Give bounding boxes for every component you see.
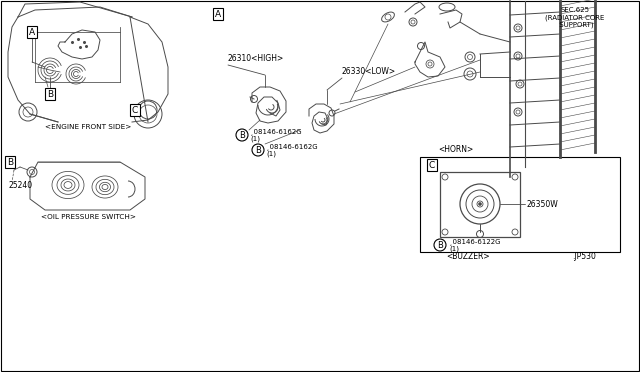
- Text: .JP530: .JP530: [572, 252, 596, 261]
- Text: ¸08146-6162G
(1): ¸08146-6162G (1): [250, 128, 301, 142]
- Text: ¸08146-6122G
(1): ¸08146-6122G (1): [449, 238, 500, 252]
- Text: C: C: [132, 106, 138, 115]
- Text: B: B: [7, 157, 13, 167]
- Text: 26310<HIGH>: 26310<HIGH>: [228, 54, 284, 63]
- Text: B: B: [437, 241, 443, 250]
- Text: <HORN>: <HORN>: [438, 145, 473, 154]
- Text: A: A: [215, 10, 221, 19]
- Text: ¸08146-6162G
(1): ¸08146-6162G (1): [266, 143, 317, 157]
- Text: B: B: [47, 90, 53, 99]
- Text: A: A: [29, 28, 35, 36]
- Text: C: C: [429, 160, 435, 170]
- Text: <ENGINE FRONT SIDE>: <ENGINE FRONT SIDE>: [45, 124, 131, 130]
- Text: 26330<LOW>: 26330<LOW>: [342, 67, 396, 76]
- Text: <BUZZER>: <BUZZER>: [446, 252, 490, 261]
- Bar: [440, 172, 520, 237]
- Text: 26350W: 26350W: [527, 199, 559, 208]
- Text: B: B: [239, 131, 245, 140]
- Circle shape: [479, 202, 481, 205]
- Bar: [420, 157, 620, 252]
- Text: 25240: 25240: [8, 180, 32, 189]
- Text: B: B: [255, 145, 261, 154]
- Text: <OIL PRESSURE SWITCH>: <OIL PRESSURE SWITCH>: [40, 214, 136, 220]
- Text: SEC.625
(RADIATOR CORE
 SUPPORT): SEC.625 (RADIATOR CORE SUPPORT): [545, 7, 605, 28]
